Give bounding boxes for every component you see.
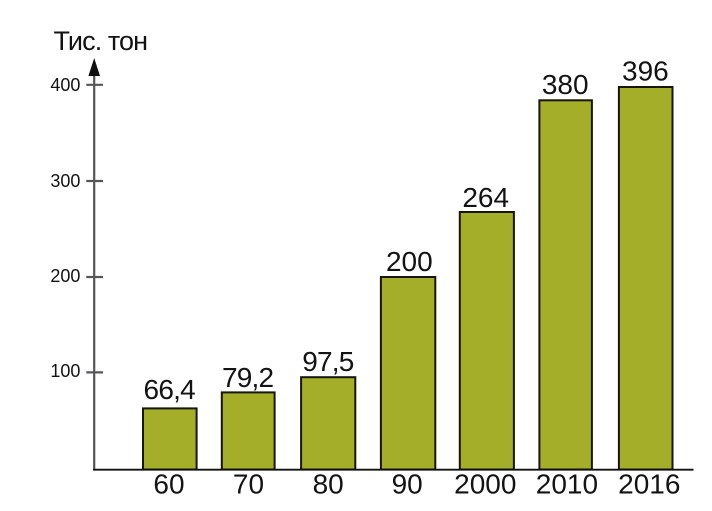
svg-text:70: 70 [233,469,264,500]
svg-text:60: 60 [153,469,184,500]
svg-text:400: 400 [50,75,80,95]
svg-text:200: 200 [50,266,80,286]
svg-text:396: 396 [622,56,669,87]
svg-text:97,5: 97,5 [302,346,354,377]
svg-text:380: 380 [542,69,589,100]
svg-text:2016: 2016 [618,469,680,500]
svg-text:2000: 2000 [454,469,516,500]
svg-text:90: 90 [392,469,423,500]
svg-text:200: 200 [386,246,433,277]
svg-text:66,4: 66,4 [144,374,196,405]
svg-text:Тис. тон: Тис. тон [54,26,148,56]
svg-text:2010: 2010 [536,469,598,500]
svg-text:80: 80 [313,469,344,500]
svg-text:79,2: 79,2 [222,362,274,393]
svg-text:264: 264 [462,182,509,213]
svg-text:300: 300 [50,171,80,191]
svg-text:100: 100 [50,361,80,381]
